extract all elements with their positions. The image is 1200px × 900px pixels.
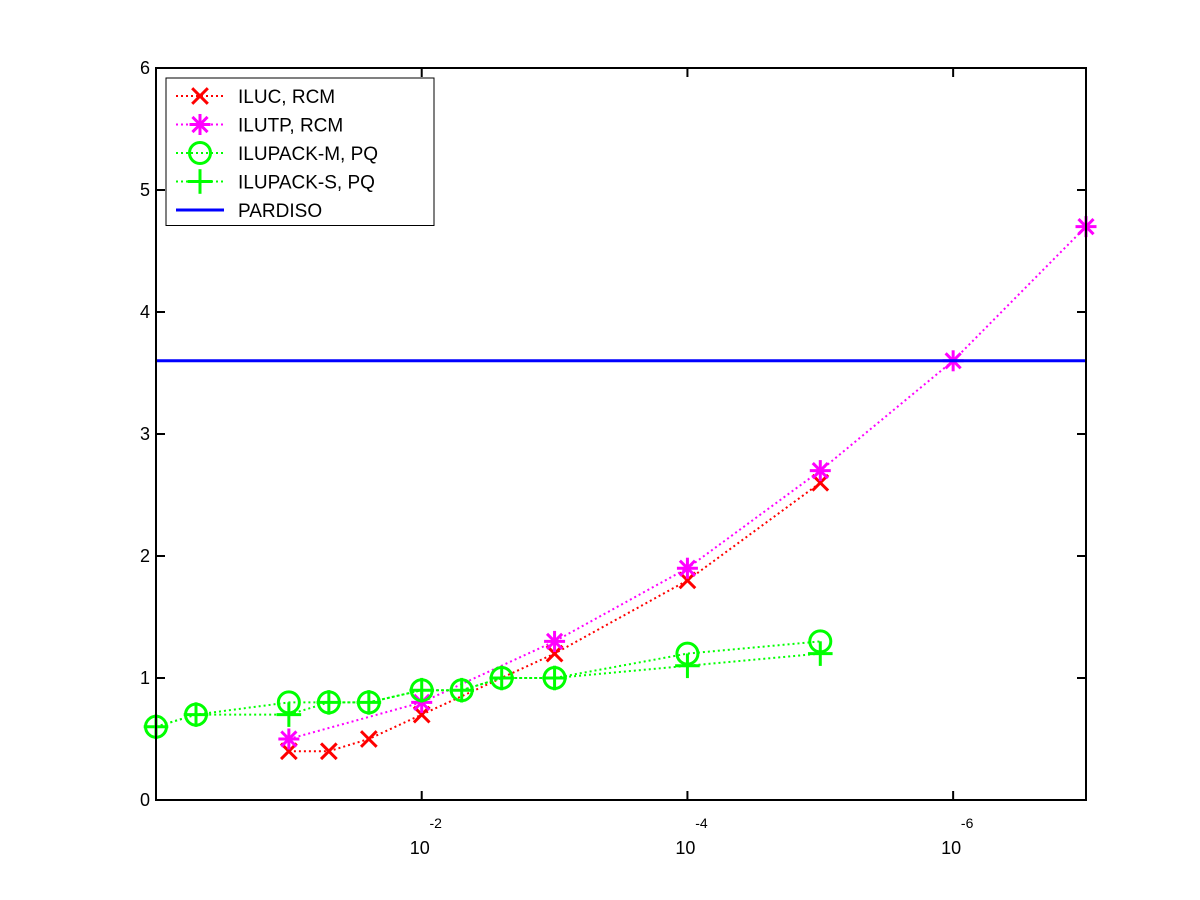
x-tick-label-base: 10 — [941, 838, 961, 858]
legend-marker-2 — [188, 141, 212, 165]
series-1-point-2 — [544, 630, 566, 652]
legend-label: PARDISO — [238, 201, 322, 222]
series-0-point-1 — [319, 742, 338, 761]
series-3-point-3 — [316, 690, 342, 715]
y-tick-label: 2 — [140, 546, 150, 566]
series-0-point-4 — [545, 644, 564, 663]
series-0-point-3 — [412, 705, 431, 724]
y-tick-label: 5 — [140, 180, 150, 200]
series-0-point-2 — [359, 730, 378, 748]
x-tick-label-base: 10 — [675, 838, 695, 858]
x-tick-label-exponent: -6 — [961, 815, 974, 831]
legend-label: ILUTP, RCM — [238, 116, 343, 137]
series-3-point-10 — [807, 641, 833, 666]
series-3-point-7 — [489, 665, 515, 691]
legend-label: ILUC, RCM — [238, 87, 335, 108]
y-tick-label: 1 — [140, 668, 150, 688]
y-tick-label: 4 — [140, 302, 150, 322]
series-0-point-5 — [678, 571, 697, 590]
legend-label: ILUPACK-S, PQ — [238, 173, 375, 194]
y-tick-label: 0 — [140, 790, 150, 810]
series-1-point-3 — [676, 557, 698, 579]
series-3-point-1 — [183, 702, 209, 727]
series-3-point-9 — [675, 653, 700, 679]
legend-marker-1 — [189, 114, 211, 135]
legend-label: ILUPACK-M, PQ — [238, 144, 378, 165]
x-tick-label-exponent: -2 — [429, 815, 442, 831]
x-tick-label-exponent: -4 — [695, 815, 708, 831]
legend-marker-0 — [191, 87, 209, 105]
series-3-point-5 — [409, 677, 435, 703]
legend: ILUC, RCM ILUTP, RCM ILUPACK-M, PQ ILUPACK-… — [165, 77, 435, 226]
series-layer — [143, 216, 1097, 761]
series-3-point-8 — [542, 665, 567, 691]
series-1-point-0 — [278, 728, 300, 750]
series-3-point-6 — [449, 677, 475, 703]
series-3-point-4 — [356, 690, 382, 715]
y-tick-label: 3 — [140, 424, 150, 444]
series-3-point-2 — [276, 702, 302, 727]
series-1-point-4 — [809, 460, 831, 482]
x-tick-label-base: 10 — [410, 838, 430, 858]
series-0-point-0 — [279, 742, 298, 761]
series-0-point-6 — [811, 473, 830, 492]
y-tick-label: 6 — [140, 58, 150, 78]
legend-marker-3 — [187, 169, 213, 194]
